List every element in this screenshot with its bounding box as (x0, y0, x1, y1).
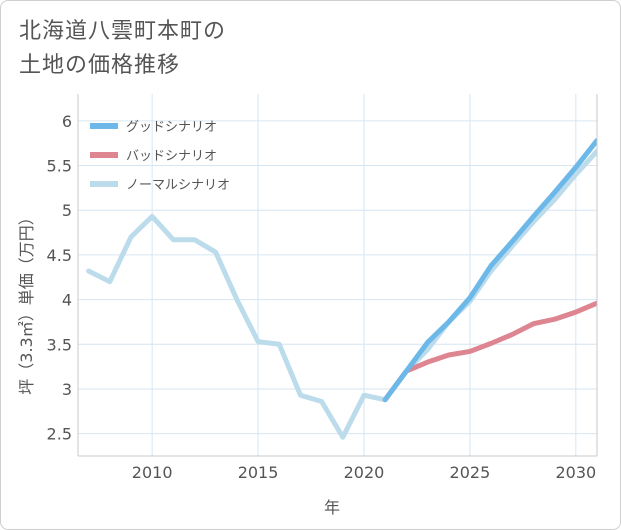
legend-label-normal: ノーマルシナリオ (126, 178, 230, 193)
plot-frame (77, 94, 598, 457)
y-tick-label: 6 (62, 112, 72, 131)
y-tick-label: 2.5 (47, 425, 72, 444)
y-tick-label: 5 (62, 201, 72, 220)
y-tick-label: 5.5 (47, 157, 72, 176)
x-tick-label: 2015 (238, 463, 279, 482)
chart-title-line-1: 北海道八雲町本町の (19, 19, 227, 44)
series-line-normal (86, 148, 597, 440)
x-axis-label: 年 (324, 498, 340, 517)
x-tick-label: 2030 (555, 463, 596, 482)
x-tick-label: 2025 (450, 463, 491, 482)
y-tick-label: 4.5 (47, 246, 72, 265)
x-tick-label: 2020 (344, 463, 385, 482)
series-lines (86, 137, 597, 440)
series-line-bad (382, 300, 597, 403)
y-axis-label: 坪（3.3㎡）単価（万円） (17, 209, 36, 394)
legend-label-good: グッドシナリオ (126, 120, 217, 135)
legend-label-bad: バッドシナリオ (126, 149, 217, 164)
y-tick-label: 4 (62, 291, 72, 310)
series-line-good (382, 137, 597, 403)
grid-lines (78, 94, 597, 456)
chart-title: 北海道八雲町本町の 土地の価格推移 (19, 15, 226, 83)
y-tick-label: 3 (62, 380, 72, 399)
tick-labels: 2.5 3 3.5 4 4.5 5 5.5 6 2010 2015 2020 2025 2030 (47, 112, 597, 482)
chart-title-line-2: 土地の価格推移 (19, 53, 181, 78)
y-tick-label: 3.5 (47, 335, 72, 354)
x-tick-label: 2010 (132, 463, 173, 482)
